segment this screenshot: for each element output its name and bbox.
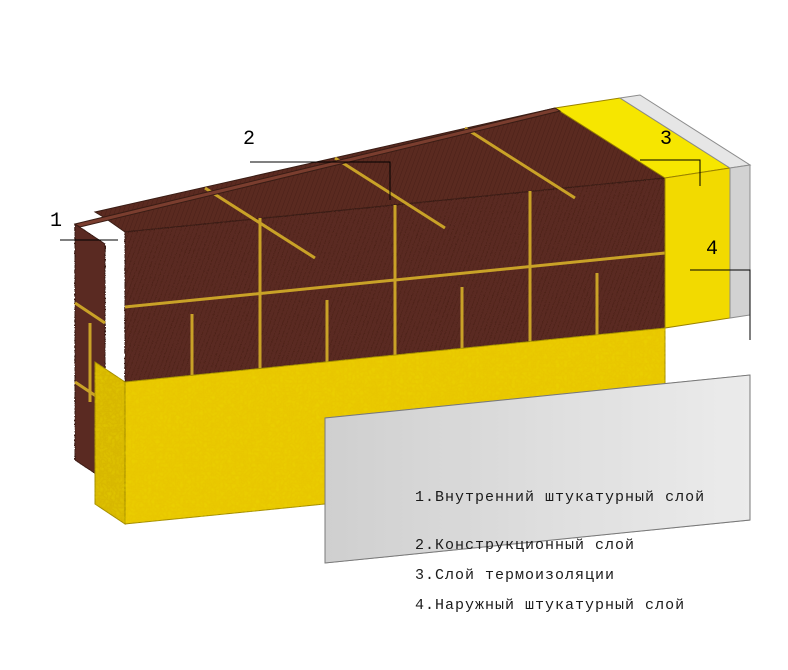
callout-number-3: 3 [660,128,672,151]
insulation-end [95,362,125,524]
legend-row-4: 4.Наружный штукатурный слой [415,596,745,616]
plaster-outer-right [730,165,750,318]
callout-number-2: 2 [243,128,255,151]
legend-row-1: 1.Внутренний штукатурный слой [415,488,745,508]
legend-text: Внутренний штукатурный слой [435,489,705,506]
legend-num: 4 [415,597,425,614]
legend-row-3: 3.Слой термоизоляции [415,566,745,586]
legend-text: Конструкционный слой [435,537,635,554]
legend-num: 2 [415,537,425,554]
legend-text: Наружный штукатурный слой [435,597,685,614]
legend-num: 3 [415,567,425,584]
wall-layers-diagram: { "diagram": { "type": "infographic", "b… [0,0,788,670]
legend-row-2: 2.Конструкционный слой [415,536,745,556]
legend-text: Слой термоизоляции [435,567,615,584]
legend-num: 1 [415,489,425,506]
callout-number-1: 1 [50,210,62,233]
insulation-right [665,168,730,328]
callout-number-4: 4 [706,238,718,261]
